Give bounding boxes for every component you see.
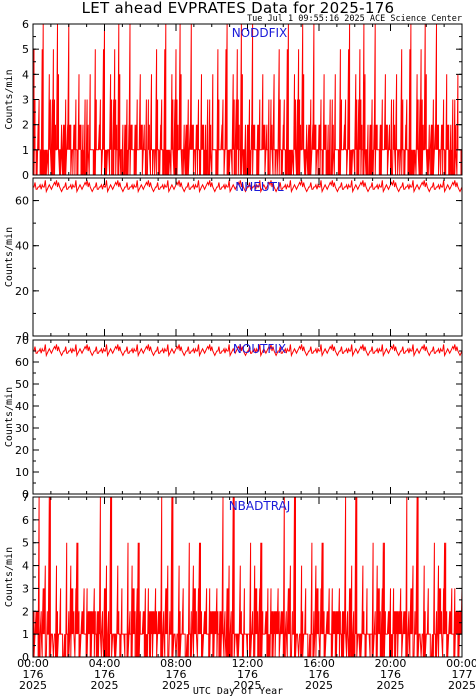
y-tick-label: 40	[15, 400, 29, 413]
x-tick-label-time: 08:00	[160, 657, 192, 670]
x-tick-label-year: 2025	[305, 679, 333, 692]
x-tick-label-doy: 176	[237, 668, 258, 681]
y-tick-label: 3	[22, 94, 29, 107]
y-tick-label: 7	[22, 491, 29, 504]
x-tick-label-time: 16:00	[303, 657, 335, 670]
x-tick-label-time: 12:00	[232, 657, 264, 670]
y-axis-label: Counts/min	[4, 69, 15, 129]
generation-timestamp: Tue Jul 1 09:55:16 2025 ACE Science Cent…	[247, 14, 462, 24]
panel-frame	[32, 339, 463, 495]
series-trace-noutfix	[33, 344, 462, 358]
y-axis-label: Counts/min	[4, 387, 15, 447]
y-tick-label: 20	[15, 285, 29, 298]
x-tick-label-time: 00:00	[446, 657, 476, 670]
y-tick-label: 60	[15, 356, 29, 369]
y-tick-label: 5	[22, 537, 29, 550]
y-tick-label: 10	[15, 466, 29, 479]
y-tick-label: 60	[15, 195, 29, 208]
panel-frame	[32, 177, 463, 337]
y-tick-label: 0	[22, 169, 29, 182]
x-tick-label-year: 2025	[91, 679, 119, 692]
y-tick-label: 6	[22, 514, 29, 527]
series-label: NBADTRAJ	[229, 499, 291, 513]
y-tick-label: 50	[15, 378, 29, 391]
x-axis-title: UTC Day of Year	[192, 686, 284, 697]
y-tick-label: 0	[22, 330, 29, 343]
x-tick-label-doy: 176	[166, 668, 187, 681]
y-tick-label: 4	[22, 68, 29, 81]
x-tick-label-year: 2025	[448, 679, 476, 692]
y-tick-label: 20	[15, 444, 29, 457]
x-tick-label-doy: 176	[309, 668, 330, 681]
y-axis-label: Counts/min	[4, 227, 15, 287]
series-label: NHEUTL	[235, 180, 284, 194]
x-tick-label-year: 2025	[19, 679, 47, 692]
y-tick-label: 40	[15, 240, 29, 253]
y-tick-label: 5	[22, 43, 29, 56]
y-axis-label: Counts/min	[4, 547, 15, 607]
y-tick-label: 2	[22, 605, 29, 618]
series-trace-nbadtraj	[33, 497, 462, 657]
y-tick-label: 1	[22, 144, 29, 157]
y-tick-label: 1	[22, 628, 29, 641]
x-tick-label-year: 2025	[162, 679, 190, 692]
y-tick-label: 6	[22, 18, 29, 31]
y-tick-label: 2	[22, 119, 29, 132]
x-tick-label-time: 04:00	[89, 657, 121, 670]
x-tick-label-doy: 176	[94, 668, 115, 681]
x-tick-label-doy: 176	[380, 668, 401, 681]
series-trace-noddfix	[33, 24, 462, 175]
x-tick-label-doy: 176	[23, 668, 44, 681]
chart-title: LET ahead EVPRATES Data for 2025-176	[81, 0, 395, 17]
y-tick-label: 0	[22, 651, 29, 664]
y-tick-label: 70	[15, 334, 29, 347]
x-tick-label-time: 00:00	[17, 657, 49, 670]
x-tick-label-doy: 177	[452, 668, 473, 681]
y-tick-label: 4	[22, 560, 29, 573]
x-tick-label-year: 2025	[234, 679, 262, 692]
series-label: NOUTFIX	[233, 342, 286, 356]
y-tick-label: 0	[22, 488, 29, 501]
x-tick-label-time: 20:00	[375, 657, 407, 670]
series-label: NODDFIX	[232, 26, 288, 40]
x-tick-label-year: 2025	[377, 679, 405, 692]
y-tick-label: 30	[15, 422, 29, 435]
y-tick-label: 3	[22, 582, 29, 595]
